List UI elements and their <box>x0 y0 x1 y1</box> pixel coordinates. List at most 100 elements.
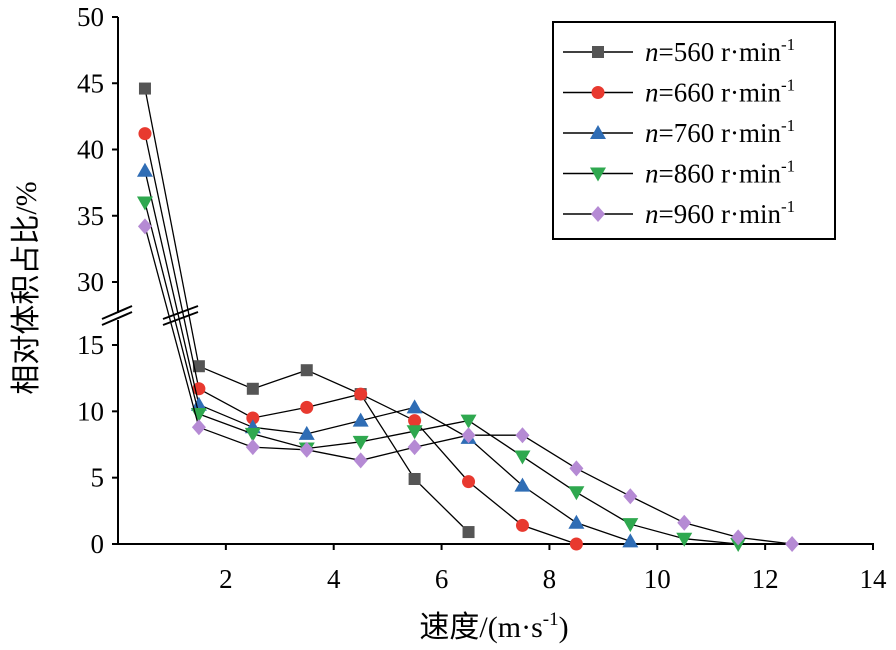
legend-label: n=660 r·min-1 <box>645 76 795 108</box>
axes: 0 5 10 15 30 35 40 45 50 2 4 6 8 10 12 14 <box>77 2 887 594</box>
data-point <box>514 477 531 492</box>
x-tick-label: 8 <box>543 564 557 594</box>
data-point <box>462 475 476 489</box>
data-point <box>190 396 207 411</box>
legend-label-value: =660 r·min <box>659 78 782 108</box>
data-point <box>622 533 639 548</box>
data-point <box>136 162 153 177</box>
legend-label-value: =560 r·min <box>659 37 782 67</box>
series-line <box>144 226 793 545</box>
legend-entry: n=960 r·min-1 <box>563 197 795 229</box>
data-point <box>408 414 422 428</box>
y-tick-label: 40 <box>77 135 104 165</box>
data-point <box>245 439 260 456</box>
legend-label-value: =960 r·min <box>659 199 782 229</box>
legend-entry: n=560 r·min-1 <box>563 35 795 67</box>
y-tick-label: 5 <box>91 463 105 493</box>
data-point <box>677 514 692 531</box>
legend-label-sup: -1 <box>781 35 795 54</box>
series-3 <box>136 196 747 552</box>
data-point <box>408 472 421 485</box>
series-line <box>144 88 469 533</box>
legend-marker <box>591 206 605 222</box>
data-point <box>462 526 475 539</box>
series-line <box>144 170 631 542</box>
axis-break-mark <box>101 305 133 320</box>
legend-label: n=860 r·min-1 <box>645 157 795 189</box>
legend-marker <box>590 125 606 139</box>
legend-label-italic: n <box>645 78 659 108</box>
data-point <box>246 382 259 395</box>
data-point <box>406 425 423 440</box>
data-point <box>568 514 585 529</box>
data-point <box>568 486 585 501</box>
y-tick-label: 35 <box>77 201 104 231</box>
data-point <box>192 360 205 373</box>
x-tick-label: 2 <box>219 564 233 594</box>
series-1 <box>138 127 583 551</box>
data-point <box>569 537 583 551</box>
legend-label-italic: n <box>645 118 659 148</box>
y-tick-label: 45 <box>77 68 104 98</box>
data-point <box>298 425 315 440</box>
x-tick-label: 14 <box>860 564 888 594</box>
data-point <box>299 441 314 458</box>
data-point <box>354 387 368 401</box>
data-point <box>353 452 368 469</box>
legend-marker <box>590 167 606 182</box>
y-tick-label: 50 <box>77 2 104 32</box>
legend-label: n=960 r·min-1 <box>645 197 795 229</box>
data-point <box>515 427 530 444</box>
data-point <box>406 399 423 414</box>
legend-label-sup: -1 <box>781 116 795 135</box>
x-axis-label-main: 速度/(m·s <box>419 611 542 644</box>
legend-entry: n=760 r·min-1 <box>563 116 795 148</box>
legend-marker <box>592 46 604 58</box>
legend-label-value: =760 r·min <box>659 118 782 148</box>
data-point <box>460 414 477 429</box>
legend-label-italic: n <box>645 199 659 229</box>
data-point <box>352 412 369 427</box>
legend-label-sup: -1 <box>781 76 795 95</box>
data-point <box>407 439 422 456</box>
data-point <box>515 518 529 532</box>
axis-break-mark <box>162 311 199 326</box>
legend-label-value: =860 r·min <box>659 159 782 189</box>
data-point <box>246 411 260 425</box>
legend-label-sup: -1 <box>781 197 795 216</box>
y-tick-label: 15 <box>77 330 104 360</box>
legend-label-italic: n <box>645 159 659 189</box>
legend-marker <box>591 86 605 99</box>
y-axis-label: 相对体积占比/% <box>10 181 43 394</box>
data-point <box>137 218 152 235</box>
x-axis-label: 速度/(m·s-1) <box>419 609 568 644</box>
legend-label: n=560 r·min-1 <box>645 35 795 67</box>
x-tick-label: 4 <box>327 564 341 594</box>
x-axis-label-sup: -1 <box>543 609 559 630</box>
y-tick-label: 0 <box>91 529 105 559</box>
legend: n=560 r·min-1n=660 r·min-1n=760 r·min-1n… <box>552 21 836 240</box>
data-point <box>785 536 800 552</box>
data-point <box>138 127 152 141</box>
series-line <box>144 133 577 545</box>
data-point <box>461 427 476 444</box>
x-tick-label: 10 <box>644 564 671 594</box>
x-axis-label-close: ) <box>559 611 569 644</box>
y-tick-label: 30 <box>77 267 104 297</box>
legend-label-italic: n <box>645 37 659 67</box>
data-point <box>300 364 313 377</box>
data-point <box>136 196 153 211</box>
data-point <box>731 529 746 546</box>
data-point <box>623 488 638 505</box>
data-point <box>352 435 369 450</box>
data-point <box>138 82 151 95</box>
data-point <box>569 460 584 477</box>
x-tick-label: 12 <box>752 564 779 594</box>
legend-entry: n=660 r·min-1 <box>563 76 795 108</box>
legend-label: n=760 r·min-1 <box>645 116 795 148</box>
legend-label-sup: -1 <box>781 157 795 176</box>
data-point <box>676 532 693 547</box>
x-tick-label: 6 <box>435 564 449 594</box>
series-2 <box>136 162 639 548</box>
